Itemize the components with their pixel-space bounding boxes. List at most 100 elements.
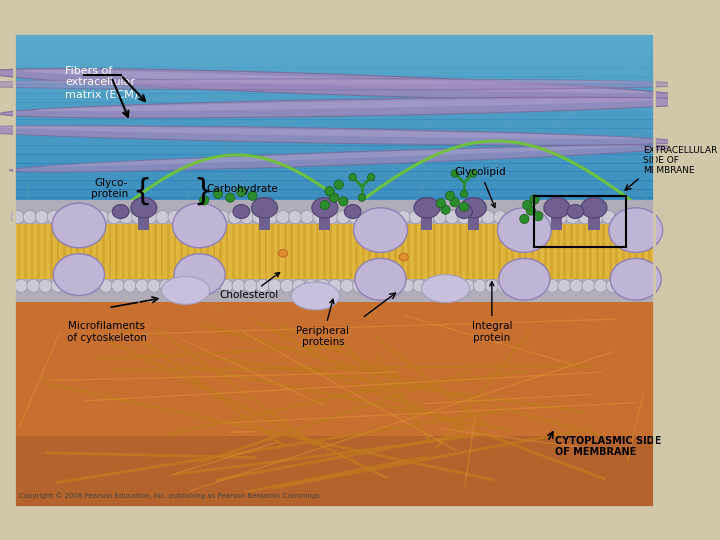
- Circle shape: [204, 211, 217, 224]
- Bar: [280, 222, 284, 281]
- Circle shape: [27, 279, 40, 292]
- Circle shape: [365, 279, 378, 292]
- Bar: [14, 284, 654, 294]
- Bar: [346, 222, 349, 281]
- Bar: [423, 222, 427, 281]
- Bar: [14, 195, 654, 202]
- Ellipse shape: [414, 198, 440, 218]
- Bar: [248, 222, 251, 281]
- Bar: [14, 98, 654, 105]
- Text: Glyco-
protein: Glyco- protein: [91, 178, 128, 199]
- Circle shape: [506, 211, 519, 224]
- Circle shape: [325, 186, 334, 196]
- Bar: [14, 52, 654, 59]
- Circle shape: [469, 170, 477, 177]
- Circle shape: [312, 211, 325, 224]
- Ellipse shape: [0, 126, 642, 139]
- Circle shape: [460, 190, 468, 198]
- Circle shape: [530, 211, 543, 224]
- Bar: [261, 222, 264, 281]
- Bar: [86, 222, 89, 281]
- Bar: [449, 222, 453, 281]
- Bar: [352, 222, 356, 281]
- Circle shape: [436, 199, 446, 208]
- Ellipse shape: [0, 97, 706, 118]
- Ellipse shape: [456, 205, 472, 219]
- Circle shape: [578, 211, 591, 224]
- Circle shape: [523, 200, 532, 210]
- Circle shape: [292, 279, 305, 292]
- Bar: [14, 214, 654, 224]
- Bar: [14, 137, 654, 146]
- Text: Fibers of
extracellular
matrix (ECM): Fibers of extracellular matrix (ECM): [65, 66, 138, 99]
- Bar: [624, 222, 629, 281]
- Text: EXTRACELLULAR
SIDE OF
MEMBRANE: EXTRACELLULAR SIDE OF MEMBRANE: [643, 146, 718, 176]
- Bar: [430, 222, 433, 281]
- Bar: [14, 221, 654, 228]
- Circle shape: [123, 279, 136, 292]
- Bar: [546, 222, 550, 281]
- Circle shape: [71, 211, 84, 224]
- Circle shape: [232, 279, 245, 292]
- Bar: [241, 222, 245, 281]
- Bar: [417, 222, 420, 281]
- Circle shape: [23, 211, 36, 224]
- Bar: [365, 222, 369, 281]
- Bar: [566, 222, 570, 281]
- Ellipse shape: [421, 275, 469, 302]
- Bar: [585, 222, 590, 281]
- Circle shape: [530, 195, 539, 204]
- Bar: [59, 222, 63, 281]
- Circle shape: [377, 279, 390, 292]
- Bar: [138, 212, 150, 230]
- Text: CYTOPLASMIC SIDE
OF MEMBRANE: CYTOPLASMIC SIDE OF MEMBRANE: [555, 436, 661, 457]
- Circle shape: [626, 211, 639, 224]
- Circle shape: [84, 211, 96, 224]
- Circle shape: [171, 279, 185, 292]
- Bar: [14, 154, 654, 164]
- Circle shape: [397, 211, 410, 224]
- Circle shape: [228, 211, 241, 224]
- Circle shape: [594, 279, 607, 292]
- Bar: [14, 111, 654, 120]
- Circle shape: [168, 211, 181, 224]
- Bar: [14, 180, 654, 190]
- Circle shape: [59, 211, 73, 224]
- Bar: [14, 32, 654, 40]
- Circle shape: [112, 279, 125, 292]
- Bar: [150, 222, 154, 281]
- Bar: [14, 254, 654, 261]
- Bar: [14, 260, 654, 268]
- Bar: [66, 222, 70, 281]
- Bar: [14, 102, 654, 111]
- Bar: [14, 208, 654, 215]
- Bar: [144, 222, 148, 281]
- Bar: [228, 222, 232, 281]
- Circle shape: [99, 279, 112, 292]
- Bar: [592, 222, 596, 281]
- Bar: [14, 128, 654, 138]
- Circle shape: [148, 279, 161, 292]
- Circle shape: [590, 211, 603, 224]
- Ellipse shape: [251, 198, 277, 218]
- Circle shape: [642, 279, 655, 292]
- Ellipse shape: [233, 205, 250, 219]
- Ellipse shape: [399, 253, 408, 261]
- Bar: [14, 50, 654, 59]
- Bar: [131, 222, 135, 281]
- Ellipse shape: [581, 198, 607, 218]
- Bar: [14, 65, 654, 72]
- Circle shape: [35, 211, 48, 224]
- Bar: [410, 222, 414, 281]
- Bar: [163, 222, 167, 281]
- Bar: [618, 222, 622, 281]
- Bar: [14, 249, 654, 259]
- Bar: [14, 58, 654, 66]
- Bar: [14, 286, 654, 294]
- Bar: [33, 222, 37, 281]
- Circle shape: [320, 200, 330, 210]
- Bar: [14, 169, 654, 177]
- Bar: [14, 163, 654, 172]
- Circle shape: [248, 191, 257, 200]
- Circle shape: [330, 193, 338, 202]
